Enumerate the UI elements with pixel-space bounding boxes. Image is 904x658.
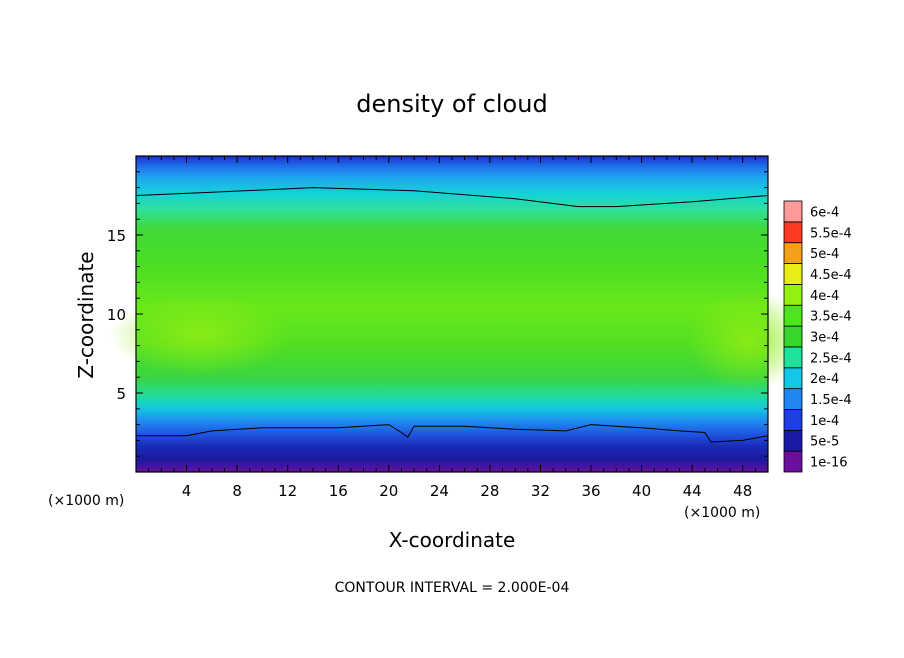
colorbar-swatch [783,429,803,452]
y-tick-label: 15 [107,227,126,245]
x-tick-label: 16 [329,482,348,500]
x-tick-label: 20 [379,482,398,500]
colorbar-label: 5e-4 [810,247,839,262]
x-tick-label: 44 [683,482,702,500]
y-tick-label: 5 [116,385,126,403]
colorbar-swatch [783,200,803,223]
colorbar-swatch [783,221,803,244]
colorbar-label: 1.5e-4 [810,393,852,408]
colorbar-swatch [783,367,803,390]
x-tick-label: 36 [581,482,600,500]
colorbar-swatch [783,388,803,410]
colorbar-swatch [783,346,803,369]
x-tick-label: 24 [430,482,449,500]
contour-lines [135,187,769,443]
x-axis-label: X-coordinate [389,528,516,552]
colorbar-label: 4.5e-4 [810,268,852,283]
axis-ticks [136,156,768,472]
colorbar-swatch [783,283,803,306]
colorbar-swatch [783,409,803,431]
colorbar-label: 3e-4 [810,331,839,346]
density-maximum-right [688,290,808,390]
x-tick-label: 48 [733,482,752,500]
y-tick-label: 10 [107,306,126,324]
density-maximum-left [110,295,290,375]
plot-area [110,155,808,473]
x-tick-label: 32 [531,482,550,500]
x-tick-label: 12 [278,482,297,500]
x-tick-label: 8 [232,482,242,500]
colorbar-swatch [783,450,803,473]
colorbar-swatch [783,242,803,264]
x-tick-label: 4 [182,482,192,500]
colorbar-label: 1e-16 [810,456,848,471]
colorbar-label: 2.5e-4 [810,351,852,366]
colorbar-swatch [783,263,803,285]
colorbar-label: 5e-5 [810,435,839,450]
y-axis-label: Z-coordinate [74,251,98,378]
contour-line-1 [135,187,769,208]
x-axis-unit: (×1000 m) [684,505,760,521]
colorbar-label: 5.5e-4 [810,226,852,241]
x-tick-label: 28 [480,482,499,500]
colorbar: 1e-16 5e-5 1e-4 1.5e-4 2e-4 2.5e-4 3e-4 3.5e-4 4… [783,200,852,473]
contour-line-2 [136,424,769,443]
colorbar-label: 2e-4 [810,372,839,387]
colorbar-swatch [783,304,803,327]
colorbar-label: 4e-4 [810,289,839,304]
x-tick-label: 40 [632,482,651,500]
y-axis-unit: (×1000 m) [48,493,124,509]
colorbar-swatch [783,325,803,348]
colorbar-label: 1e-4 [810,414,839,429]
contour-interval: CONTOUR INTERVAL = 2.000E-04 [335,580,570,596]
colorbar-label: 6e-4 [810,205,839,220]
colorbar-label: 3.5e-4 [810,310,852,325]
chart-title: density of cloud [356,90,547,118]
